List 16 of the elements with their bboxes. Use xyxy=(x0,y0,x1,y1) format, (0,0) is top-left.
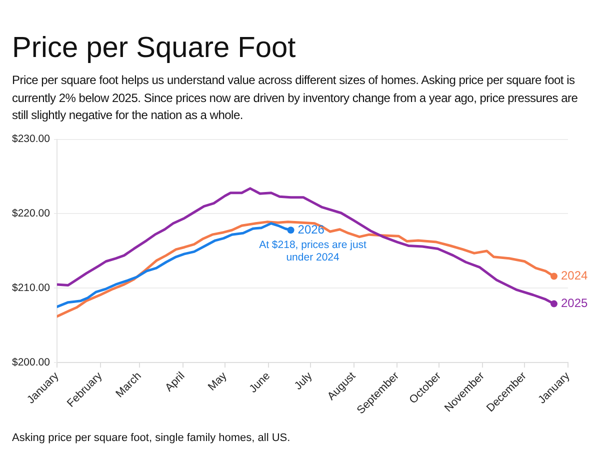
y-tick-label: $230.00 xyxy=(12,133,50,146)
y-tick-label: $200.00 xyxy=(12,356,50,369)
point xyxy=(287,226,294,234)
annotation: At $218, prices are just under 2024 xyxy=(259,239,367,264)
series-label: 2025 xyxy=(561,296,588,310)
y-tick-label: $210.00 xyxy=(12,282,50,294)
point xyxy=(550,272,558,280)
x-tick-label: July xyxy=(292,370,315,392)
chart-subtitle: Price per square foot helps us understand value across different sizes of homes. Asking price per square foot is currently 2% below 2025. Since prices now are driven by inventory change from a year ago, price pressures are still slightly negative for the nation as a whole. xyxy=(12,72,579,124)
point xyxy=(550,300,558,308)
x-tick-label: May xyxy=(206,370,230,394)
chart-title: Price per Square Foot xyxy=(12,31,296,65)
series-label: 2024 xyxy=(561,268,588,283)
y-tick-label: $220.00 xyxy=(12,208,50,220)
text: Asking price per square foot, single family homes, all US. xyxy=(12,432,292,445)
series-label: 2026 xyxy=(298,222,325,236)
